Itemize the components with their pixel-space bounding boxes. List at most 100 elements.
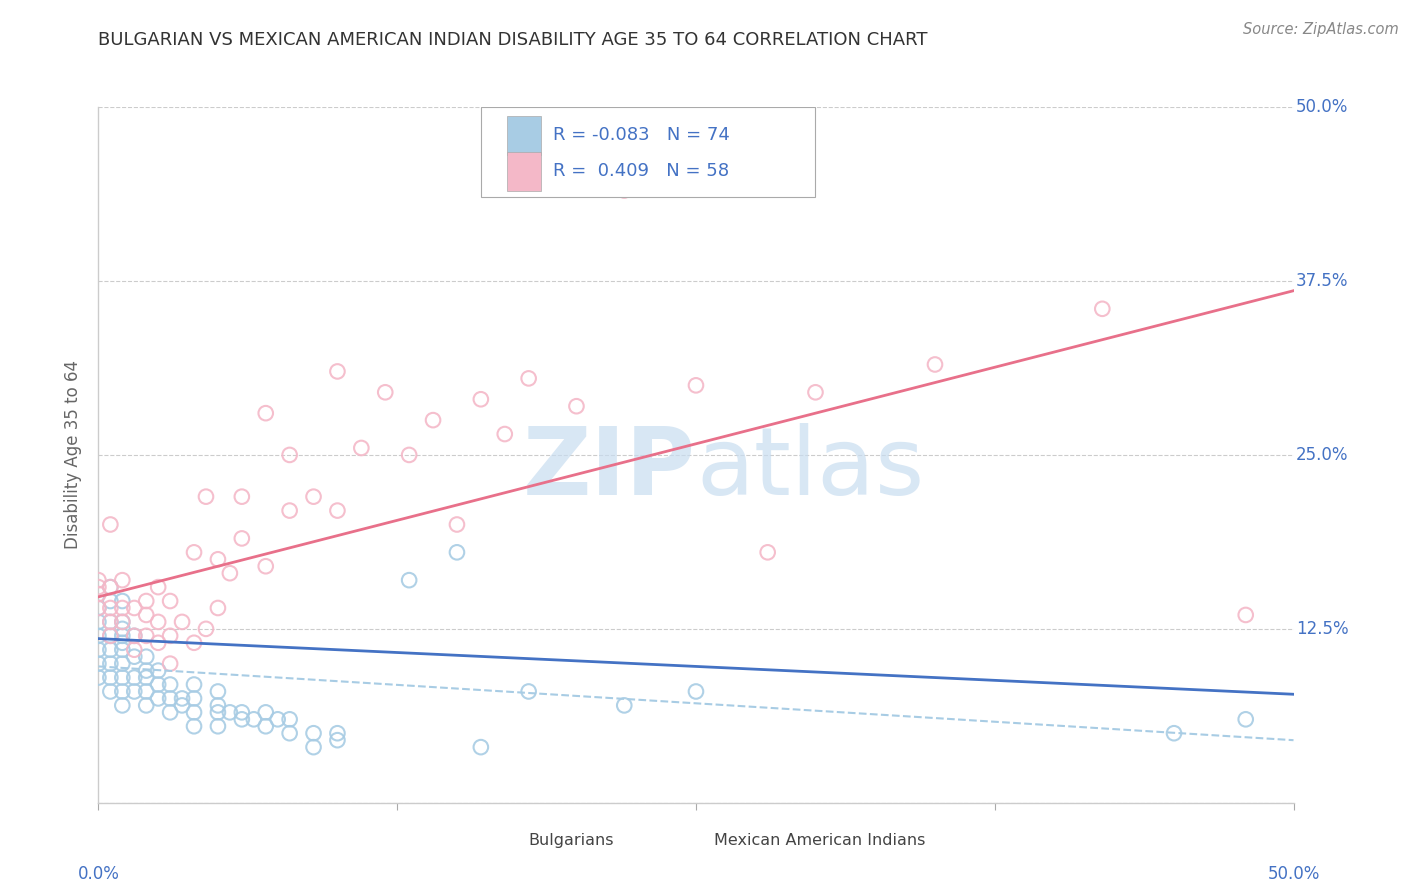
Point [111,698,134,713]
Point [326,364,349,378]
Point [87,601,110,615]
Point [1234,712,1257,726]
Point [87,580,110,594]
Point [194,490,217,504]
Text: 50.0%: 50.0% [1296,98,1348,116]
Point [231,490,253,504]
Text: Mexican American Indians: Mexican American Indians [714,833,925,848]
Point [172,615,194,629]
Text: BULGARIAN VS MEXICAN AMERICAN INDIAN DISABILITY AGE 35 TO 64 CORRELATION CHART: BULGARIAN VS MEXICAN AMERICAN INDIAN DIS… [98,31,928,49]
Point [183,636,205,650]
Point [111,615,134,629]
Point [135,698,157,713]
Point [470,392,492,407]
Point [124,629,146,643]
Point [470,740,492,755]
Point [159,691,181,706]
Point [124,671,146,685]
Point [613,698,636,713]
Point [254,719,277,733]
Point [278,726,301,740]
Point [148,677,170,691]
Point [1163,726,1185,740]
Point [207,706,229,720]
Point [87,587,110,601]
Point [87,629,110,643]
Point [98,629,122,643]
Point [422,413,444,427]
Text: R =  0.409   N = 58: R = 0.409 N = 58 [553,162,728,180]
Point [302,740,325,755]
Point [148,615,170,629]
Point [194,622,217,636]
Point [87,642,110,657]
Point [98,629,122,643]
Point [326,726,349,740]
Point [756,545,779,559]
Point [517,684,540,698]
Point [172,698,194,713]
Point [111,629,134,643]
Point [374,385,396,400]
Point [254,406,277,420]
Point [111,671,134,685]
Point [159,706,181,720]
Point [111,573,134,587]
Point [98,615,122,629]
Point [183,719,205,733]
Point [98,517,122,532]
Point [135,664,157,678]
Point [278,448,301,462]
Point [231,706,253,720]
Point [135,684,157,698]
Point [183,545,205,559]
Point [231,532,253,546]
Point [254,706,277,720]
Point [135,629,157,643]
Text: 37.5%: 37.5% [1296,272,1348,290]
Point [111,622,134,636]
Point [124,642,146,657]
Point [87,615,110,629]
Point [111,642,134,657]
Point [685,378,707,392]
Text: 12.5%: 12.5% [1296,620,1348,638]
Point [207,601,229,615]
Point [267,712,290,726]
Point [326,503,349,517]
Point [350,441,373,455]
Point [124,629,146,643]
Point [159,629,181,643]
Y-axis label: Disability Age 35 to 64: Disability Age 35 to 64 [65,360,83,549]
Point [278,503,301,517]
Text: atlas: atlas [696,423,924,515]
Point [398,573,420,587]
Point [254,559,277,574]
Point [159,677,181,691]
Point [302,490,325,504]
Point [111,684,134,698]
Point [183,691,205,706]
Point [87,601,110,615]
Point [98,615,122,629]
Point [148,580,170,594]
Point [159,657,181,671]
Point [804,385,827,400]
Point [135,594,157,608]
Bar [685,828,706,853]
Point [924,358,946,372]
Point [124,649,146,664]
Text: R = -0.083   N = 74: R = -0.083 N = 74 [553,127,730,145]
FancyBboxPatch shape [481,107,815,197]
Point [159,594,181,608]
Point [87,671,110,685]
Point [135,607,157,622]
Point [398,448,420,462]
Point [446,517,468,532]
Point [172,691,194,706]
Point [135,649,157,664]
Point [183,706,205,720]
Point [326,733,349,747]
Point [124,601,146,615]
Point [219,706,242,720]
